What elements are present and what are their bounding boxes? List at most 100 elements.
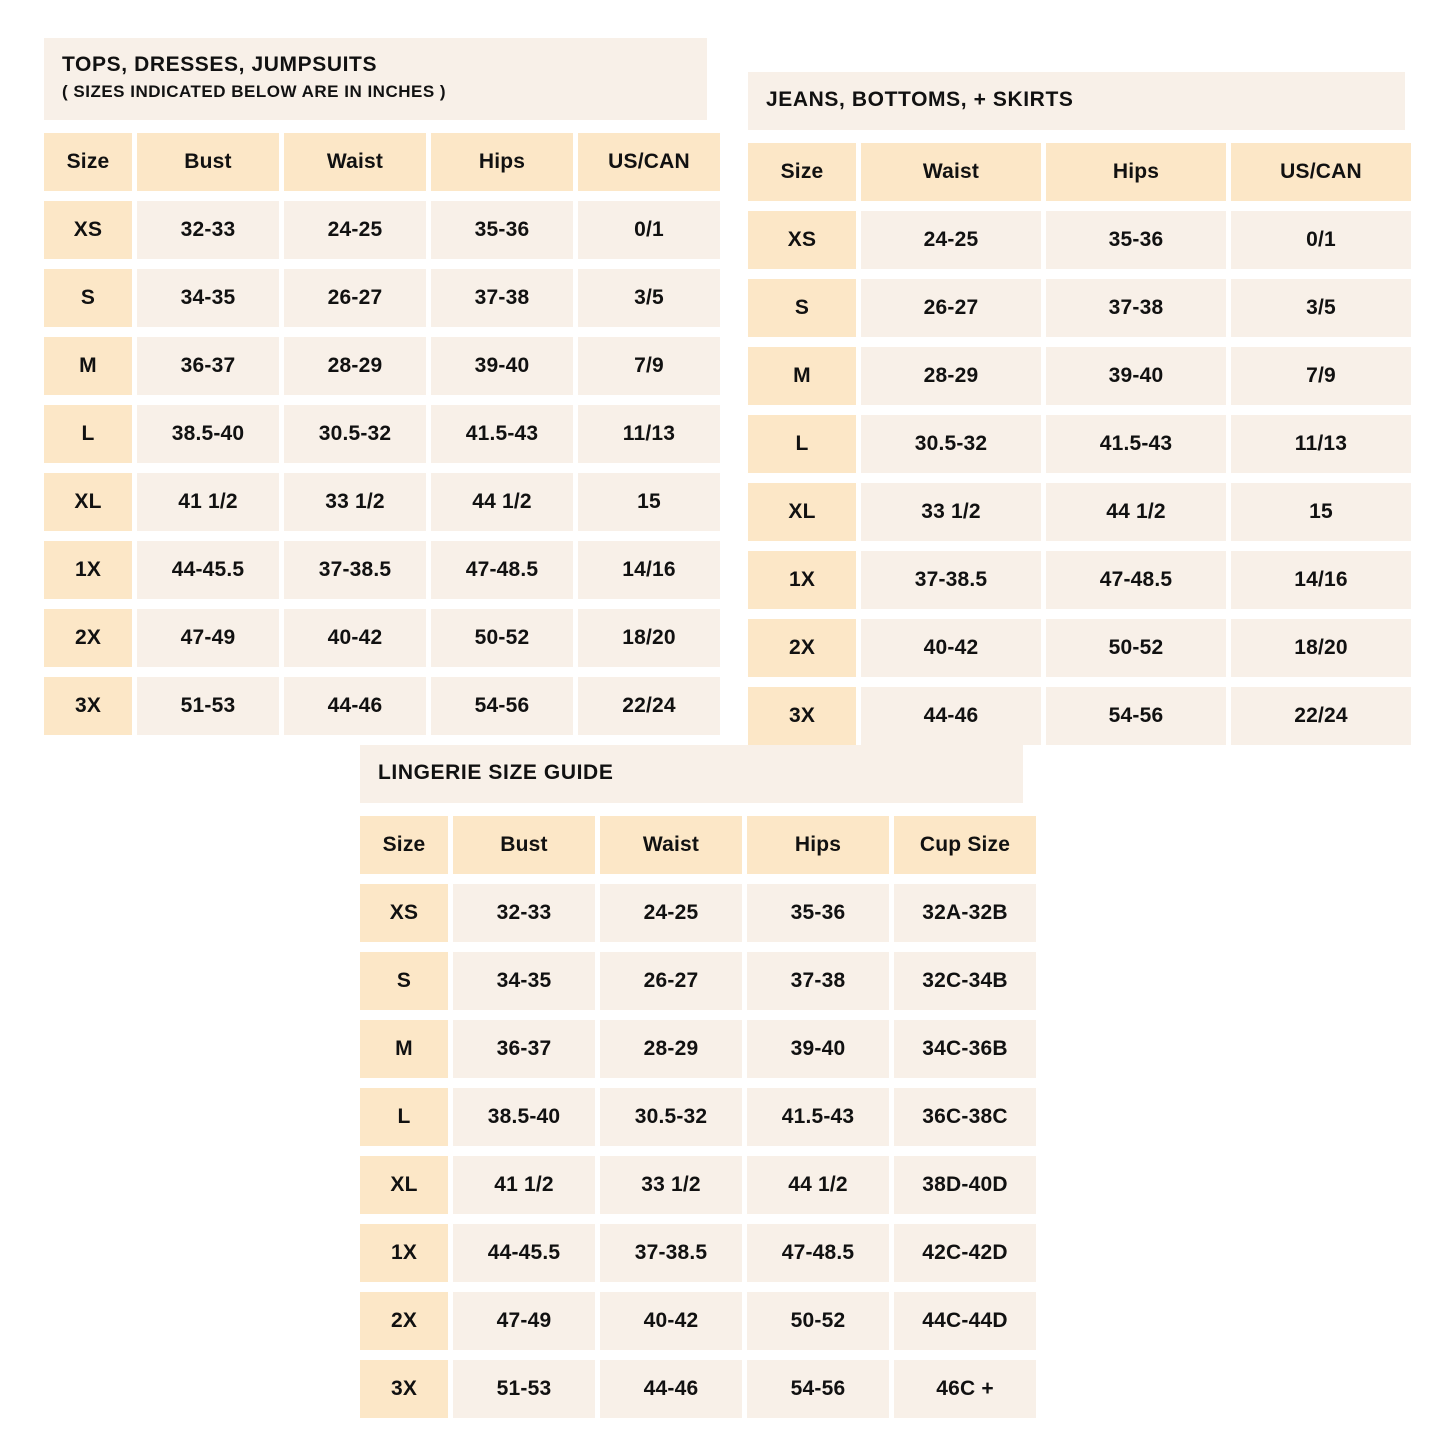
table-row: 2X <box>748 619 856 678</box>
table-cell: 30.5-32 <box>861 415 1041 474</box>
table-cell: 15 <box>578 473 720 532</box>
table-cell: 41.5-43 <box>431 405 573 464</box>
column-header-size: Size <box>360 816 448 875</box>
table-cell: 30.5-32 <box>284 405 426 464</box>
table-cell: 34-35 <box>137 269 279 328</box>
table-cell: 33 1/2 <box>284 473 426 532</box>
size-table-lingerie: LINGERIE SIZE GUIDE Size Bust Waist Hips… <box>360 745 1036 1419</box>
table-cell: 40-42 <box>284 609 426 668</box>
table-cell: 51-53 <box>453 1360 595 1419</box>
column-header-hips: Hips <box>431 133 573 192</box>
table-row: 3X <box>748 687 856 746</box>
table-cell: 11/13 <box>1231 415 1411 474</box>
table-cell: 39-40 <box>431 337 573 396</box>
table-cell: 37-38.5 <box>600 1224 742 1283</box>
table-row: 1X <box>360 1224 448 1283</box>
table-cell: 28-29 <box>861 347 1041 406</box>
column-header-bust: Bust <box>137 133 279 192</box>
table-row: XL <box>360 1156 448 1215</box>
table-cell: 47-48.5 <box>431 541 573 600</box>
table-cell: 39-40 <box>1046 347 1226 406</box>
table-cell: 50-52 <box>747 1292 889 1351</box>
table-cell: 18/20 <box>578 609 720 668</box>
table-cell: 24-25 <box>861 211 1041 270</box>
table-row: M <box>44 337 132 396</box>
table-cell: 47-49 <box>453 1292 595 1351</box>
table-cell: 37-38 <box>747 952 889 1011</box>
table-cell: 36-37 <box>453 1020 595 1079</box>
table-row: 1X <box>748 551 856 610</box>
table-row: L <box>360 1088 448 1147</box>
table-row: S <box>360 952 448 1011</box>
table-cell: 32C-34B <box>894 952 1036 1011</box>
table-cell: 35-36 <box>747 884 889 943</box>
table-cell: 47-48.5 <box>1046 551 1226 610</box>
table-cell: 36C-38C <box>894 1088 1036 1147</box>
table-row: XS <box>44 201 132 260</box>
table-cell: 47-48.5 <box>747 1224 889 1283</box>
table-row: L <box>748 415 856 474</box>
table-cell: 41.5-43 <box>747 1088 889 1147</box>
column-header-cup-size: Cup Size <box>894 816 1036 875</box>
table-cell: 36-37 <box>137 337 279 396</box>
column-header-waist: Waist <box>600 816 742 875</box>
column-header-uscan: US/CAN <box>1231 143 1411 202</box>
column-header-waist: Waist <box>284 133 426 192</box>
table-cell: 28-29 <box>284 337 426 396</box>
table-row: S <box>44 269 132 328</box>
table-title-tops: TOPS, DRESSES, JUMPSUITS <box>62 53 378 76</box>
table-row: XL <box>748 483 856 542</box>
table-subtitle-tops: ( SIZES INDICATED BELOW ARE IN INCHES ) <box>62 82 447 102</box>
table-cell: 26-27 <box>600 952 742 1011</box>
table-title-lingerie: LINGERIE SIZE GUIDE <box>378 761 614 784</box>
table-cell: 44 1/2 <box>431 473 573 532</box>
table-cell: 44 1/2 <box>1046 483 1226 542</box>
table-row: S <box>748 279 856 338</box>
table-cell: 40-42 <box>600 1292 742 1351</box>
table-cell: 40-42 <box>861 619 1041 678</box>
table-cell: 44 1/2 <box>747 1156 889 1215</box>
table-cell: 22/24 <box>578 677 720 736</box>
table-cell: 41 1/2 <box>137 473 279 532</box>
table-cell: 44C-44D <box>894 1292 1036 1351</box>
size-grid-tops: Size Bust Waist Hips US/CAN XS 32-33 24-… <box>44 133 720 736</box>
table-cell: 14/16 <box>1231 551 1411 610</box>
table-cell: 44-46 <box>284 677 426 736</box>
column-header-size: Size <box>44 133 132 192</box>
table-cell: 30.5-32 <box>600 1088 742 1147</box>
table-cell: 37-38 <box>1046 279 1226 338</box>
column-header-waist: Waist <box>861 143 1041 202</box>
table-cell: 28-29 <box>600 1020 742 1079</box>
table-cell: 22/24 <box>1231 687 1411 746</box>
table-cell: 0/1 <box>1231 211 1411 270</box>
table-row: L <box>44 405 132 464</box>
table-cell: 11/13 <box>578 405 720 464</box>
table-cell: 41 1/2 <box>453 1156 595 1215</box>
table-cell: 26-27 <box>861 279 1041 338</box>
table-cell: 51-53 <box>137 677 279 736</box>
table-cell: 38.5-40 <box>453 1088 595 1147</box>
table-cell: 18/20 <box>1231 619 1411 678</box>
size-grid-lingerie: Size Bust Waist Hips Cup Size XS 32-33 2… <box>360 816 1036 1419</box>
table-cell: 15 <box>1231 483 1411 542</box>
table-cell: 37-38 <box>431 269 573 328</box>
table-cell: 32-33 <box>453 884 595 943</box>
table-cell: 7/9 <box>1231 347 1411 406</box>
column-header-uscan: US/CAN <box>578 133 720 192</box>
table-cell: 42C-42D <box>894 1224 1036 1283</box>
table-row: 3X <box>44 677 132 736</box>
table-cell: 24-25 <box>284 201 426 260</box>
table-title-bottoms: JEANS, BOTTOMS, + SKIRTS <box>766 88 1074 111</box>
table-row: XS <box>748 211 856 270</box>
table-title-banner-tops: TOPS, DRESSES, JUMPSUITS ( SIZES INDICAT… <box>44 38 707 121</box>
table-cell: 14/16 <box>578 541 720 600</box>
table-title-banner-lingerie: LINGERIE SIZE GUIDE <box>360 745 1023 804</box>
column-header-hips: Hips <box>747 816 889 875</box>
table-cell: 46C + <box>894 1360 1036 1419</box>
table-cell: 41.5-43 <box>1046 415 1226 474</box>
table-row: 2X <box>44 609 132 668</box>
table-cell: 32-33 <box>137 201 279 260</box>
table-row: M <box>748 347 856 406</box>
size-table-bottoms: JEANS, BOTTOMS, + SKIRTS Size Waist Hips… <box>748 72 1411 746</box>
table-row: XL <box>44 473 132 532</box>
